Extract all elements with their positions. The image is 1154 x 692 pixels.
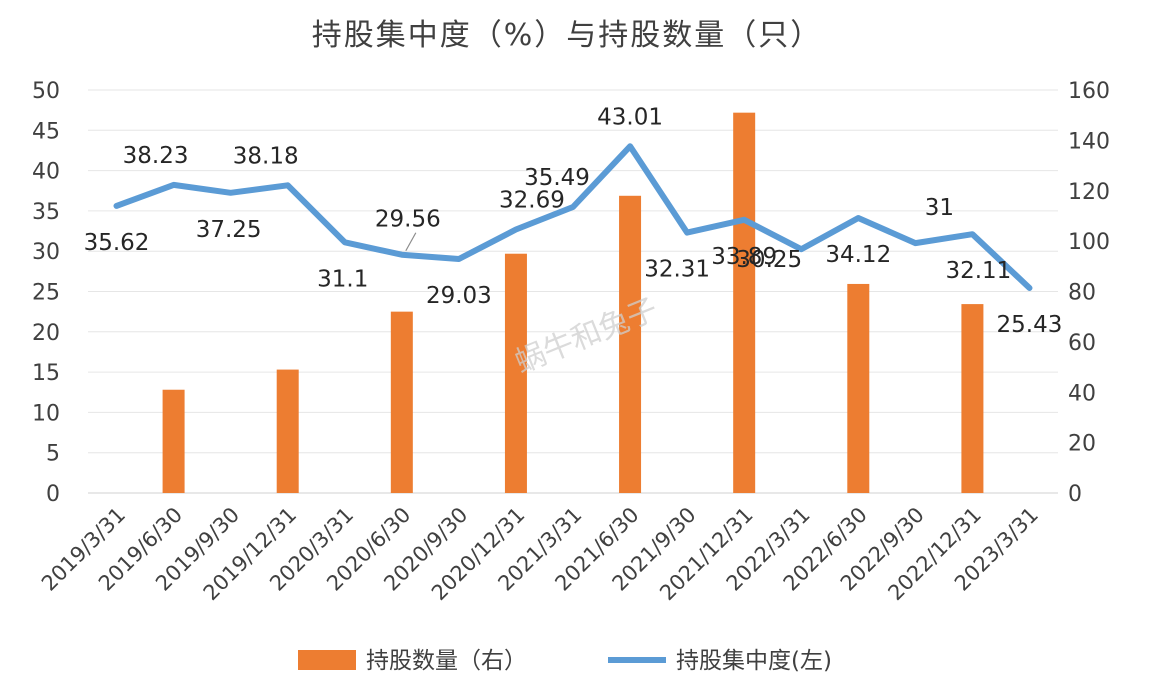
- data-label: 32.31: [644, 257, 710, 283]
- right-tick-label: 80: [1068, 281, 1096, 306]
- chart-title: 持股集中度（%）与持股数量（只）: [312, 18, 823, 53]
- data-label: 29.56: [375, 207, 441, 233]
- series-line: [113, 143, 1033, 291]
- left-tick-label: 40: [32, 160, 60, 185]
- data-label: 30.25: [736, 247, 802, 273]
- data-label: 31.1: [317, 266, 368, 292]
- left-tick-label: 35: [32, 200, 60, 225]
- data-label: 31: [925, 195, 954, 221]
- right-tick-label: 60: [1068, 331, 1096, 356]
- bar: [961, 304, 984, 493]
- legend-swatch-bar: [298, 650, 356, 670]
- bar: [162, 389, 185, 493]
- data-label: 37.25: [196, 217, 262, 243]
- left-axis: 0 5 10 15 20 25 30 35 40 45 50: [32, 79, 60, 507]
- bar: [390, 311, 413, 493]
- legend-label-line: 持股集中度(左): [676, 648, 832, 674]
- left-tick-label: 15: [32, 361, 60, 386]
- legend: 持股数量（右） 持股集中度(左): [298, 648, 832, 674]
- data-label: 32.11: [945, 258, 1011, 284]
- leader-line: [405, 232, 417, 252]
- data-label: 38.23: [123, 143, 189, 169]
- data-label: 34.12: [825, 242, 891, 268]
- right-tick-label: 120: [1068, 180, 1110, 205]
- bar-series: [162, 112, 984, 493]
- right-axis: 0 20 40 60 80 100 120 140 160: [1068, 79, 1110, 507]
- data-label: 35.62: [84, 230, 150, 256]
- right-tick-label: 140: [1068, 129, 1110, 154]
- right-tick-label: 160: [1068, 79, 1110, 104]
- right-tick-label: 0: [1068, 482, 1082, 507]
- bar: [733, 112, 756, 493]
- x-axis: 2019/3/312019/6/302019/9/302019/12/31202…: [37, 503, 1043, 606]
- left-tick-label: 5: [46, 442, 60, 467]
- bar: [847, 283, 870, 493]
- data-labels: 35.6238.2337.2538.1831.129.5629.0332.693…: [84, 104, 1063, 338]
- line-series: [113, 143, 1033, 291]
- left-tick-label: 30: [32, 240, 60, 265]
- left-tick-label: 10: [32, 401, 60, 426]
- left-tick-label: 0: [46, 482, 60, 507]
- right-tick-label: 100: [1068, 230, 1110, 255]
- left-tick-label: 25: [32, 281, 60, 306]
- right-tick-label: 20: [1068, 432, 1096, 457]
- left-tick-label: 20: [32, 321, 60, 346]
- data-label: 25.43: [997, 312, 1063, 338]
- data-label: 32.69: [499, 188, 565, 214]
- data-label: 29.03: [426, 283, 492, 309]
- data-label: 43.01: [597, 104, 663, 130]
- bar: [504, 253, 527, 493]
- bar: [619, 195, 642, 493]
- left-tick-label: 45: [32, 119, 60, 144]
- data-label: 33.89: [711, 244, 777, 270]
- data-label: 35.49: [524, 165, 590, 191]
- left-tick-label: 50: [32, 79, 60, 104]
- data-label: 38.18: [233, 143, 299, 169]
- legend-label-bar: 持股数量（右）: [366, 648, 527, 674]
- gridlines: [88, 89, 1058, 494]
- right-tick-label: 40: [1068, 381, 1096, 406]
- bar: [276, 369, 299, 493]
